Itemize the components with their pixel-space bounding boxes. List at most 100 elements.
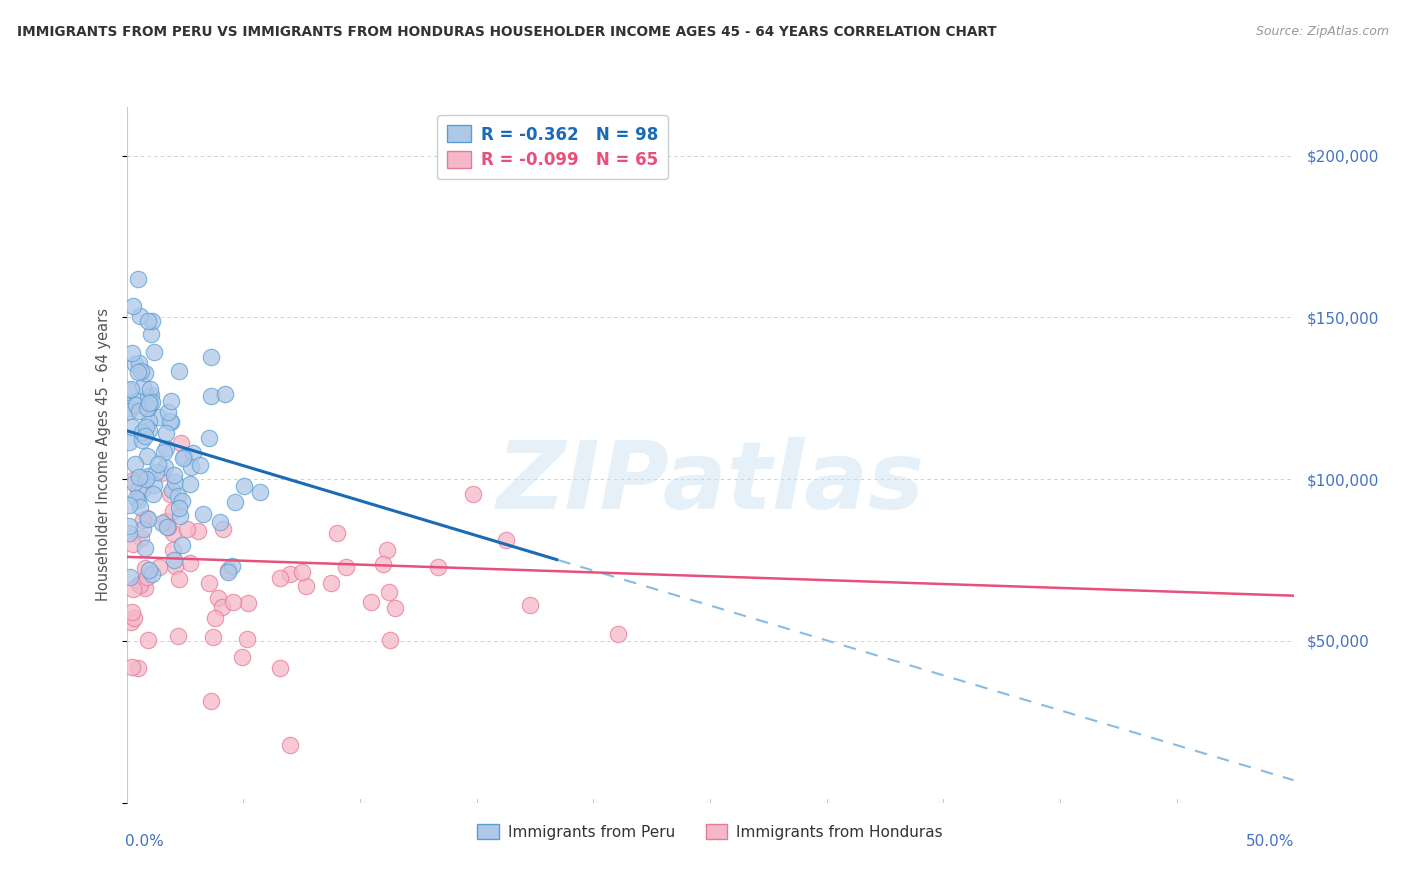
Point xyxy=(156,519,179,533)
Point xyxy=(118,383,141,397)
Point xyxy=(127,393,149,408)
Point xyxy=(384,601,406,615)
Point xyxy=(132,522,155,536)
Point xyxy=(125,491,148,505)
Point xyxy=(157,405,180,419)
Point xyxy=(217,565,239,579)
Point xyxy=(187,524,209,538)
Point xyxy=(169,501,191,516)
Point xyxy=(607,627,630,641)
Point xyxy=(295,579,318,593)
Point xyxy=(127,272,149,286)
Point xyxy=(122,475,145,490)
Point xyxy=(142,344,165,359)
Point xyxy=(121,582,143,597)
Point xyxy=(128,404,150,418)
Point xyxy=(146,458,169,472)
Point xyxy=(236,597,259,611)
Point xyxy=(121,420,143,434)
Point xyxy=(139,327,162,342)
Point xyxy=(121,537,143,551)
Point xyxy=(160,483,183,498)
Legend: Immigrants from Peru, Immigrants from Honduras: Immigrants from Peru, Immigrants from Ho… xyxy=(470,816,950,847)
Point xyxy=(162,542,184,557)
Point xyxy=(122,299,145,313)
Point xyxy=(134,560,156,574)
Point xyxy=(135,511,157,525)
Point xyxy=(135,449,157,463)
Text: 50.0%: 50.0% xyxy=(1246,834,1295,849)
Point xyxy=(232,479,254,493)
Point xyxy=(127,483,149,497)
Point xyxy=(173,450,195,464)
Point xyxy=(204,611,226,625)
Point xyxy=(155,441,177,455)
Point xyxy=(148,559,170,574)
Point xyxy=(136,390,159,404)
Point xyxy=(129,531,152,545)
Point xyxy=(118,434,141,449)
Point xyxy=(163,467,186,482)
Point xyxy=(179,476,201,491)
Point xyxy=(150,516,173,530)
Point xyxy=(198,431,221,445)
Point xyxy=(125,398,148,412)
Point xyxy=(155,514,177,528)
Point xyxy=(291,565,314,579)
Point xyxy=(118,404,141,418)
Point xyxy=(128,578,150,592)
Point xyxy=(131,425,153,439)
Point xyxy=(136,313,159,327)
Point xyxy=(136,469,159,483)
Point xyxy=(163,553,186,567)
Point xyxy=(138,396,160,410)
Point xyxy=(427,559,450,574)
Point xyxy=(139,388,162,402)
Point xyxy=(132,483,155,497)
Point xyxy=(139,395,162,409)
Point xyxy=(156,520,179,534)
Point xyxy=(129,364,152,378)
Point xyxy=(172,493,194,508)
Point xyxy=(155,426,177,441)
Point xyxy=(198,575,221,590)
Point xyxy=(138,563,160,577)
Point xyxy=(167,629,190,643)
Point xyxy=(180,460,202,475)
Point xyxy=(155,460,177,475)
Point xyxy=(141,314,163,328)
Point xyxy=(118,498,141,512)
Point xyxy=(121,660,143,674)
Point xyxy=(141,395,163,409)
Point xyxy=(118,570,141,584)
Point xyxy=(371,557,394,571)
Point xyxy=(321,576,343,591)
Point xyxy=(120,615,142,630)
Point xyxy=(124,457,146,471)
Point xyxy=(209,515,232,529)
Point xyxy=(129,500,152,514)
Point xyxy=(169,509,191,524)
Point xyxy=(214,386,236,401)
Point xyxy=(200,389,222,403)
Point xyxy=(160,416,183,430)
Point xyxy=(132,513,155,527)
Point xyxy=(166,489,188,503)
Point xyxy=(128,470,150,484)
Point xyxy=(136,512,159,526)
Point xyxy=(143,477,166,491)
Point xyxy=(124,357,146,371)
Point xyxy=(118,401,141,416)
Point xyxy=(191,508,214,522)
Point xyxy=(134,581,156,595)
Point xyxy=(127,661,149,675)
Point xyxy=(122,473,145,487)
Point xyxy=(132,378,155,392)
Point xyxy=(159,414,181,428)
Point xyxy=(181,445,204,459)
Point xyxy=(138,423,160,437)
Point xyxy=(378,632,401,647)
Point xyxy=(278,566,301,581)
Point xyxy=(145,466,167,480)
Point xyxy=(278,738,301,752)
